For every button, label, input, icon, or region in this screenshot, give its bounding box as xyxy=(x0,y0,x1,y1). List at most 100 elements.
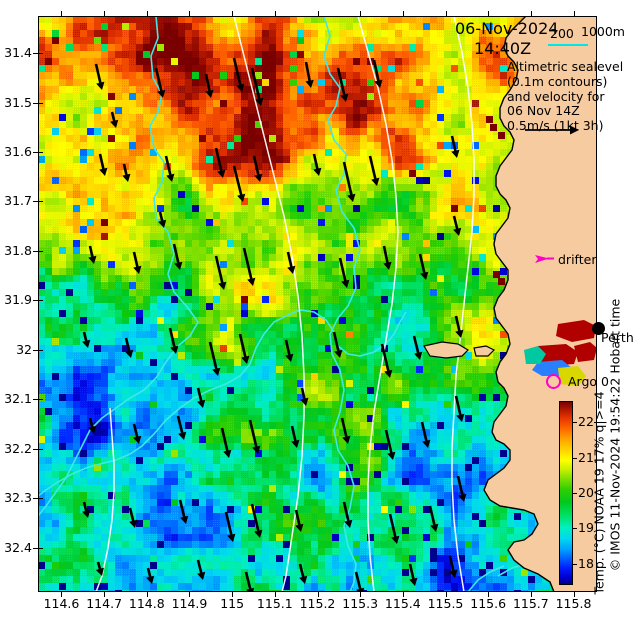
x-axis-tick-mark-top xyxy=(360,11,362,16)
colorbar-tick-mark xyxy=(573,528,577,530)
velocity-arrow xyxy=(82,331,91,348)
velocity-arrow xyxy=(384,429,396,460)
velocity-arrow xyxy=(232,57,245,92)
velocity-arrow xyxy=(454,395,465,422)
x-axis-tick-mark-top xyxy=(488,11,490,16)
y-axis-tick-label: 31.5 xyxy=(4,94,32,110)
x-axis-tick-mark xyxy=(104,592,106,597)
x-axis-tick-mark-top xyxy=(61,11,63,16)
velocity-arrow xyxy=(452,215,462,236)
y-axis-tick-mark-inner xyxy=(38,53,43,55)
y-axis-tick-mark xyxy=(33,53,38,55)
x-axis-tick-label: 115.1 xyxy=(256,596,293,611)
x-axis-tick-mark-top xyxy=(573,11,575,16)
drifter-marker-icon xyxy=(535,255,554,263)
x-axis-tick-label: 115.5 xyxy=(427,596,464,611)
velocity-arrow xyxy=(408,563,418,586)
depth-label-1000: 1000m xyxy=(581,24,625,39)
y-axis-tick-mark-inner xyxy=(38,349,43,351)
x-axis-tick-mark-top xyxy=(530,11,532,16)
y-axis-tick-label: 31.4 xyxy=(4,45,32,61)
velocity-arrow xyxy=(336,67,349,102)
velocity-arrow xyxy=(252,155,263,182)
city-label: Perth xyxy=(601,330,634,345)
y-axis-tick-label: 32 xyxy=(16,341,32,357)
y-axis-tick-mark-inner xyxy=(38,399,43,401)
velocity-arrow xyxy=(146,567,155,584)
velocity-arrow xyxy=(300,387,309,406)
velocity-arrow xyxy=(82,501,91,518)
argo-label: Argo 0 xyxy=(568,374,609,389)
x-axis-tick-mark-top xyxy=(402,11,404,16)
colorbar-tick-label: 21 xyxy=(578,449,594,465)
x-axis-tick-mark xyxy=(360,592,362,597)
colorbar-tick-mark xyxy=(573,422,577,424)
y-axis-tick-label: 32.1 xyxy=(4,391,32,407)
x-axis-tick-mark-top xyxy=(317,11,319,16)
velocity-arrow xyxy=(178,499,189,524)
colorbar-tick-label: 19 xyxy=(578,520,594,536)
x-axis-tick-mark xyxy=(189,592,191,597)
velocity-arrow xyxy=(220,427,232,458)
x-axis-tick-label: 115.4 xyxy=(384,596,421,611)
velocity-arrow xyxy=(382,245,392,270)
velocity-arrow xyxy=(250,503,263,538)
x-axis-tick-label: 115.8 xyxy=(555,596,592,611)
legend-description: Altimetric sealevel (0.1m contours) and … xyxy=(507,59,624,133)
y-axis-tick-mark xyxy=(33,151,38,153)
velocity-arrow xyxy=(454,315,464,338)
velocity-arrow xyxy=(332,331,343,358)
velocity-arrow xyxy=(354,571,365,592)
velocity-vector-field xyxy=(82,57,467,592)
x-axis-tick-mark xyxy=(274,592,276,597)
y-axis-tick-mark xyxy=(33,547,38,549)
velocity-arrow xyxy=(338,257,350,288)
x-axis-tick-mark xyxy=(488,592,490,597)
velocity-arrow xyxy=(380,343,393,378)
x-axis-tick-mark xyxy=(402,592,404,597)
velocity-arrow xyxy=(132,423,142,444)
velocity-arrow xyxy=(88,245,97,264)
velocity-arrow xyxy=(284,339,294,362)
velocity-arrow xyxy=(95,561,104,576)
title-date: 06-Nov-2024 xyxy=(455,19,559,38)
velocity-arrow xyxy=(340,417,351,444)
velocity-arrow xyxy=(428,505,439,532)
velocity-arrow xyxy=(238,333,250,364)
velocity-arrow xyxy=(214,255,227,290)
colorbar-tick-mark xyxy=(573,493,577,494)
x-axis-tick-mark-top xyxy=(274,11,276,16)
copyright-notice: © IMOS 11-Nov-2024 19:54:22 Hobart time xyxy=(605,285,625,585)
velocity-arrow xyxy=(196,559,206,580)
copyright-text: © IMOS 11-Nov-2024 19:54:22 Hobart time xyxy=(607,298,623,572)
y-axis-tick-mark xyxy=(33,300,38,302)
velocity-arrow xyxy=(208,341,221,376)
y-axis-tick-label: 31.9 xyxy=(4,292,32,308)
x-axis-tick-mark xyxy=(61,592,63,597)
velocity-arrow xyxy=(368,155,380,186)
y-axis-tick-mark xyxy=(33,498,38,500)
velocity-arrow xyxy=(158,211,167,228)
depth-label-200: 200 xyxy=(550,26,574,41)
y-axis-tick-mark xyxy=(33,250,38,252)
velocity-arrow xyxy=(456,475,467,502)
velocity-scale-arrow-icon xyxy=(525,125,579,135)
y-axis-tick-label: 31.6 xyxy=(4,143,32,159)
velocity-arrow xyxy=(122,163,131,182)
y-axis-tick-mark-inner xyxy=(38,448,43,450)
x-axis-tick-label: 115 xyxy=(220,596,245,611)
colorbar-tick-label: 20 xyxy=(578,485,594,500)
depth-contour-200m xyxy=(38,16,583,592)
velocity-arrow xyxy=(94,63,105,90)
temperature-colorbar xyxy=(559,401,573,585)
y-axis-tick-label: 32.2 xyxy=(4,440,32,456)
x-axis-tick-label: 114.9 xyxy=(171,596,208,611)
velocity-arrow xyxy=(232,165,246,202)
x-axis-tick-mark-top xyxy=(146,11,148,16)
velocity-arrow xyxy=(132,251,142,274)
y-axis-tick-mark xyxy=(33,349,38,351)
y-axis-tick-mark-inner xyxy=(38,250,43,252)
colorbar-tick-mark xyxy=(573,563,577,565)
velocity-arrow xyxy=(164,155,175,182)
y-axis-tick-mark xyxy=(33,448,38,450)
